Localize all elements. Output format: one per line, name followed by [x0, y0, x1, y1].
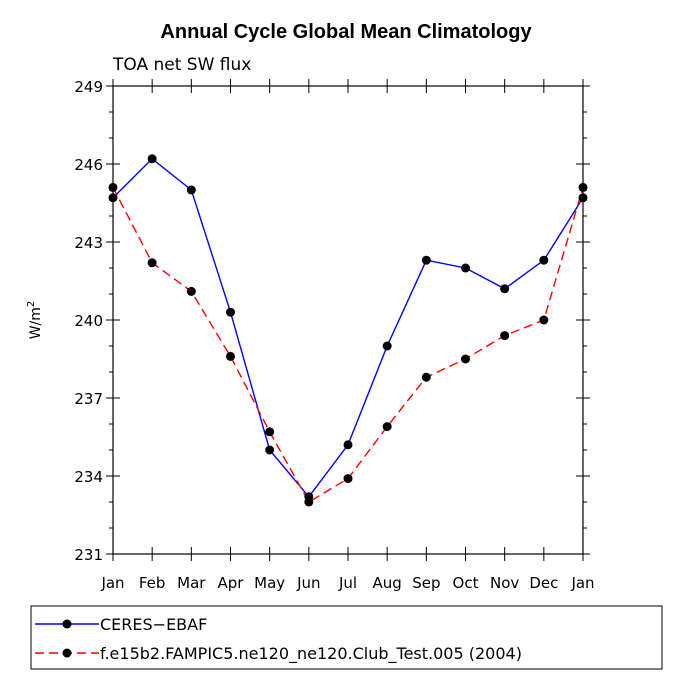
series-1-point [382, 422, 392, 432]
series-1-point [343, 474, 353, 484]
series-1-point [578, 182, 588, 192]
series-1-point [186, 286, 196, 296]
x-tick-label: Sep [412, 574, 440, 592]
series-1-point [108, 182, 118, 192]
series-0-point [500, 284, 510, 294]
series-1-point [304, 497, 314, 507]
x-tick-label: May [254, 574, 285, 592]
y-tick-label: 246 [74, 156, 103, 174]
x-tick-label: Feb [139, 574, 166, 592]
y-tick-label: 240 [74, 312, 103, 330]
series-line-1 [112, 187, 584, 503]
series-0-point [539, 255, 549, 265]
series-0-point [382, 341, 392, 351]
series-0-point [265, 445, 275, 455]
x-tick-label: Jan [570, 574, 594, 592]
legend-label-0: CERES−EBAF [100, 615, 207, 634]
series-1-point [421, 372, 431, 382]
series-0-point [578, 193, 588, 203]
x-tick-label: Jun [296, 574, 320, 592]
y-tick-label: 237 [74, 390, 103, 408]
series-0-point [421, 255, 431, 265]
x-tick-label: Aug [373, 574, 402, 592]
x-tick-label: Nov [490, 574, 519, 592]
legend-label-1: f.e15b2.FAMPIC5.ne120_ne120.Club_Test.00… [100, 644, 522, 664]
y-axis-label-text: W/m [28, 307, 44, 339]
y-tick-label: 231 [74, 546, 103, 564]
svg-text:W/m2: W/m2 [26, 301, 44, 340]
series-1-point [147, 258, 157, 268]
series-0-point [147, 154, 157, 164]
x-tick-label: Dec [529, 574, 558, 592]
y-tick-label: 249 [74, 78, 103, 96]
x-tick-label: Mar [177, 574, 206, 592]
series-1-point [265, 427, 275, 437]
series-0-point [226, 307, 235, 317]
series-1-point [461, 354, 470, 364]
series-1-point [500, 331, 510, 341]
y-axis-label: W/m2 [26, 301, 44, 340]
series-0-point [108, 193, 118, 203]
y-tick-label: 243 [74, 234, 103, 252]
plot-frame [112, 85, 584, 555]
y-axis-label-superscript: 2 [26, 301, 37, 307]
legend: CERES−EBAF f.e15b2.FAMPIC5.ne120_ne120.Cl… [35, 615, 522, 664]
series-layer [108, 154, 588, 507]
series-0-point [186, 185, 196, 195]
series-0-point [461, 263, 470, 273]
x-tick-label: Oct [453, 574, 479, 592]
legend-marker-0 [62, 619, 72, 629]
x-tick-label: Jul [338, 574, 357, 592]
series-1-point [539, 315, 549, 325]
x-tick-label: Jan [100, 574, 124, 592]
legend-marker-1 [62, 648, 72, 658]
chart-title: Annual Cycle Global Mean Climatology [160, 21, 532, 43]
series-1-point [226, 351, 235, 361]
chart-subtitle: TOA net SW flux [112, 55, 251, 75]
legend-box [30, 605, 663, 670]
axis-ticks: 231 234 237 240 243 246 249 Jan Feb Mar Apr May Jun J… [74, 78, 594, 592]
x-tick-label: Apr [218, 574, 245, 592]
y-tick-label: 234 [74, 468, 103, 486]
series-0-point [343, 440, 353, 450]
